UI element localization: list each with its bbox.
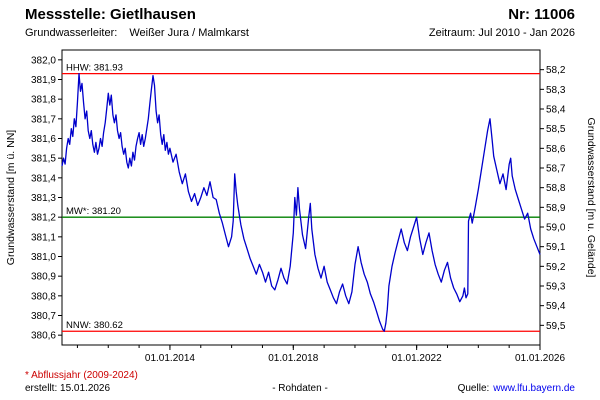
created-date: erstellt: 15.01.2026 (25, 383, 111, 394)
x-axis-tick-label: 01.01.2018 (268, 353, 318, 364)
y-axis-tick-label-left: 381,8 (31, 95, 56, 106)
source: Quelle: www.lfu.bayern.de (458, 383, 575, 394)
y-axis-tick-label-left: 382,0 (31, 55, 56, 66)
y-axis-tick-label-right: 58,2 (546, 65, 566, 76)
y-axis-tick-label-left: 380,6 (31, 331, 56, 342)
y-axis-tick-label-right: 59,3 (546, 282, 566, 293)
x-axis-tick-label: 01.01.2026 (515, 353, 565, 364)
plot-frame (61, 49, 541, 346)
y-axis-tick-label-left: 381,3 (31, 193, 56, 204)
ref-label-mw: MW*: 381.20 (66, 206, 121, 217)
y-axis-title-left: Grundwasserstand [m ü. NN] (5, 130, 17, 265)
station-title: Messstelle: Gietlhausen (25, 6, 196, 23)
x-axis-tick-label: 01.01.2014 (145, 353, 195, 364)
y-axis-tick-label-right: 58,4 (546, 105, 566, 116)
y-axis-tick-label-left: 381,5 (31, 154, 56, 165)
y-axis-tick-label-right: 59,4 (546, 301, 566, 312)
footer: * Abflussjahr (2009-2024) erstellt: 15.0… (25, 366, 575, 394)
y-axis-tick-label-right: 59,0 (546, 223, 566, 234)
y-axis-tick-label-right: 58,5 (546, 124, 566, 135)
y-axis-tick-label-left: 381,9 (31, 75, 56, 86)
y-axis-tick-label-left: 380,7 (31, 311, 56, 322)
source-label: Quelle: (457, 383, 490, 394)
y-axis-tick-label-right: 58,7 (546, 164, 566, 175)
y-axis-tick-label-left: 380,8 (31, 291, 56, 302)
y-axis-tick-label-left: 381,6 (31, 134, 56, 145)
aquifer-info: Grundwasserleiter: Weißer Jura / Malmkars… (25, 27, 249, 39)
y-axis-tick-label-left: 381,7 (31, 114, 56, 125)
period-info: Zeitraum: Jul 2010 - Jan 2026 (428, 27, 575, 39)
y-axis-title-right: Grundwasserstand [m u. Gelände] (585, 118, 597, 278)
y-axis-tick-label-left: 381,1 (31, 232, 56, 243)
y-axis-tick-label-right: 58,3 (546, 85, 566, 96)
y-axis-tick-label-left: 381,0 (31, 252, 56, 263)
aquifer-value: Weißer Jura / Malmkarst (129, 27, 249, 39)
y-axis-tick-label-right: 58,8 (546, 183, 566, 194)
footnote-abflussjahr: * Abflussjahr (2009-2024) (25, 370, 138, 381)
y-axis-tick-label-right: 59,2 (546, 262, 566, 273)
y-axis-tick-label-right: 59,5 (546, 321, 566, 332)
footer-left: * Abflussjahr (2009-2024) erstellt: 15.0… (25, 370, 138, 394)
aquifer-label: Grundwasserleiter: (25, 27, 118, 39)
header: Messstelle: Gietlhausen Nr: 11006 Grundw… (25, 6, 575, 39)
data-series-line (61, 72, 541, 332)
y-axis-tick-label-right: 58,6 (546, 144, 566, 155)
source-link[interactable]: www.lfu.bayern.de (493, 383, 575, 394)
y-axis-tick-label-left: 381,4 (31, 173, 56, 184)
station-number: Nr: 11006 (508, 6, 575, 23)
ref-label-nnw: NNW: 380.62 (66, 320, 123, 331)
y-axis-tick-label-right: 58,9 (546, 203, 566, 214)
y-axis-tick-label-left: 380,9 (31, 272, 56, 283)
rohdaten-label: - Rohdaten - (272, 383, 328, 394)
x-axis-tick-label: 01.01.2022 (392, 353, 442, 364)
y-axis-tick-label-right: 59,1 (546, 242, 566, 253)
y-axis-tick-label-left: 381,2 (31, 213, 56, 224)
ref-label-hhw: HHW: 381.93 (66, 63, 123, 74)
